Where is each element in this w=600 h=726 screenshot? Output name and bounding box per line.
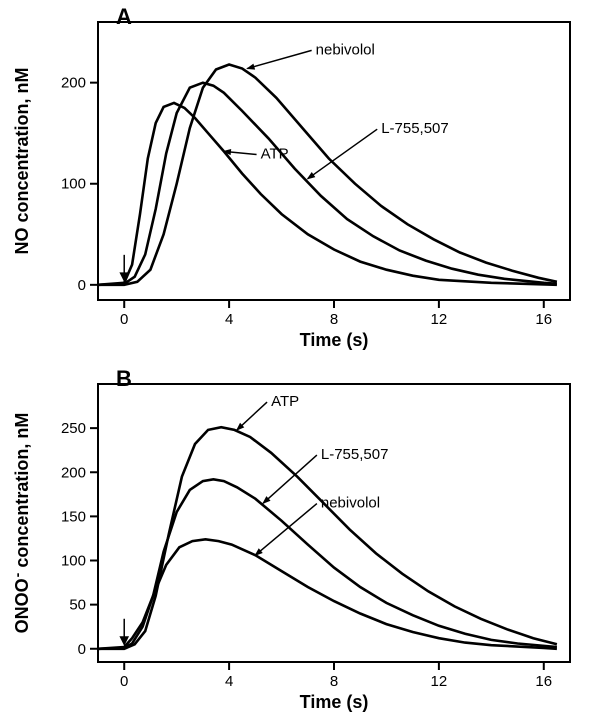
x-tick-label: 16 xyxy=(535,311,552,328)
annotation-label-ATP: ATP xyxy=(271,393,299,410)
plot-frame xyxy=(98,384,570,662)
annotation-label-L755507: L-755,507 xyxy=(381,120,449,137)
x-tick-label: 16 xyxy=(535,673,552,690)
annotation-label-L755507: L-755,507 xyxy=(321,446,389,463)
x-tick-label: 0 xyxy=(120,311,128,328)
chart-b: 0 4 8 12 16 0 50 100 150 200 250 ATP L-755,507 nebivo… xyxy=(0,362,600,722)
annotation-arrow-nebivolol xyxy=(255,504,317,556)
y-tick-label: 0 xyxy=(78,641,86,658)
y-tick-label: 100 xyxy=(61,176,86,193)
annotation-arrow-nebivolol xyxy=(247,50,311,68)
curve-L755507 xyxy=(98,83,557,285)
y-tick-label: 200 xyxy=(61,464,86,481)
y-tick-label: 150 xyxy=(61,508,86,525)
y-tick-label: 50 xyxy=(69,597,86,614)
figure-page: 0 4 8 12 16 0 100 200 nebivolol ATP L-755,507 Time … xyxy=(0,0,600,726)
x-tick-label: 12 xyxy=(431,673,448,690)
panel-b: 0 4 8 12 16 0 50 100 150 200 250 ATP L-755,507 nebivo… xyxy=(0,362,600,722)
panel-a: 0 4 8 12 16 0 100 200 nebivolol ATP L-755,507 Time … xyxy=(0,0,600,360)
y-tick-label: 0 xyxy=(78,277,86,294)
curve-nebivolol xyxy=(98,65,557,285)
panel-letter: B xyxy=(116,366,132,391)
y-tick-label: 200 xyxy=(61,75,86,92)
y-tick-label: 250 xyxy=(61,420,86,437)
annotation-label-ATP: ATP xyxy=(261,145,289,162)
annotation-arrow-L755507 xyxy=(263,455,317,503)
x-axis-label: Time (s) xyxy=(300,692,369,712)
chart-a: 0 4 8 12 16 0 100 200 nebivolol ATP L-755,507 Time … xyxy=(0,0,600,360)
annotation-label-nebivolol: nebivolol xyxy=(316,41,375,58)
x-tick-label: 4 xyxy=(225,311,233,328)
y-axis-label: ONOO- concentration, nM xyxy=(9,413,32,634)
panel-letter: A xyxy=(116,4,132,29)
annotation-arrowhead-nebivolol xyxy=(247,64,254,69)
y-axis-label: NO concentration, nM xyxy=(12,67,32,254)
y-tick-label: 100 xyxy=(61,553,86,570)
x-tick-label: 0 xyxy=(120,673,128,690)
x-axis-label: Time (s) xyxy=(300,330,369,350)
x-tick-label: 8 xyxy=(330,673,338,690)
plot-frame xyxy=(98,22,570,300)
curve-nebivolol xyxy=(98,539,557,649)
x-tick-label: 4 xyxy=(225,673,233,690)
x-tick-label: 8 xyxy=(330,311,338,328)
curve-ATP xyxy=(98,103,557,285)
x-tick-label: 12 xyxy=(431,311,448,328)
annotation-label-nebivolol: nebivolol xyxy=(321,495,380,512)
